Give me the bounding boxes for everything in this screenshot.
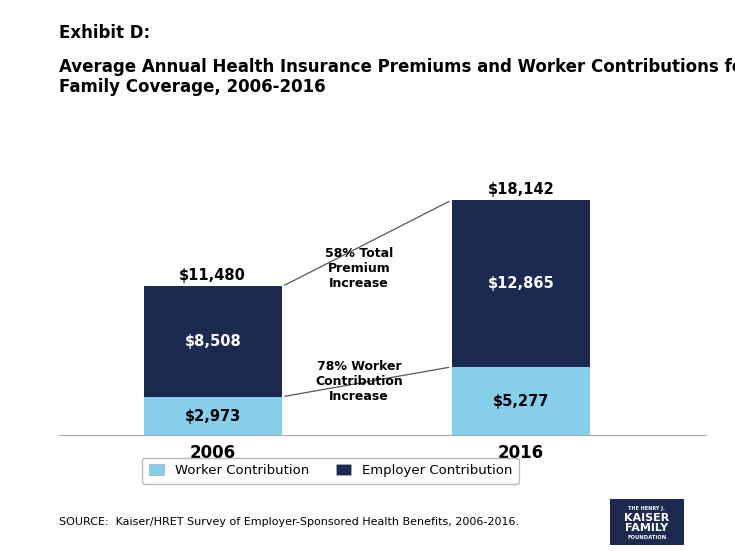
Text: Average Annual Health Insurance Premiums and Worker Contributions for
Family Cov: Average Annual Health Insurance Premiums… [59,57,735,96]
Text: THE HENRY J.: THE HENRY J. [628,505,665,511]
Bar [143,397,282,435]
Text: 78% Worker
Contribution
Increase: 78% Worker Contribution Increase [315,360,403,403]
Text: $18,142: $18,142 [487,182,554,197]
Text: KAISER: KAISER [624,514,670,523]
Text: $11,480: $11,480 [179,268,246,283]
Text: FOUNDATION: FOUNDATION [627,536,667,541]
Text: $2,973: $2,973 [184,408,241,424]
Text: $12,865: $12,865 [487,276,554,291]
Bar [451,367,590,435]
Text: $5,277: $5,277 [492,393,549,409]
Legend: Worker Contribution, Employer Contribution: Worker Contribution, Employer Contributi… [142,457,519,484]
Bar [143,287,282,397]
Text: SOURCE:  Kaiser/HRET Survey of Employer-Sponsored Health Benefits, 2006-2016.: SOURCE: Kaiser/HRET Survey of Employer-S… [59,517,519,527]
Bar [451,200,590,367]
Text: Exhibit D:: Exhibit D: [59,24,150,42]
Text: $8,508: $8,508 [184,334,241,349]
Text: FAMILY: FAMILY [625,523,668,533]
Text: 58% Total
Premium
Increase: 58% Total Premium Increase [325,247,393,290]
